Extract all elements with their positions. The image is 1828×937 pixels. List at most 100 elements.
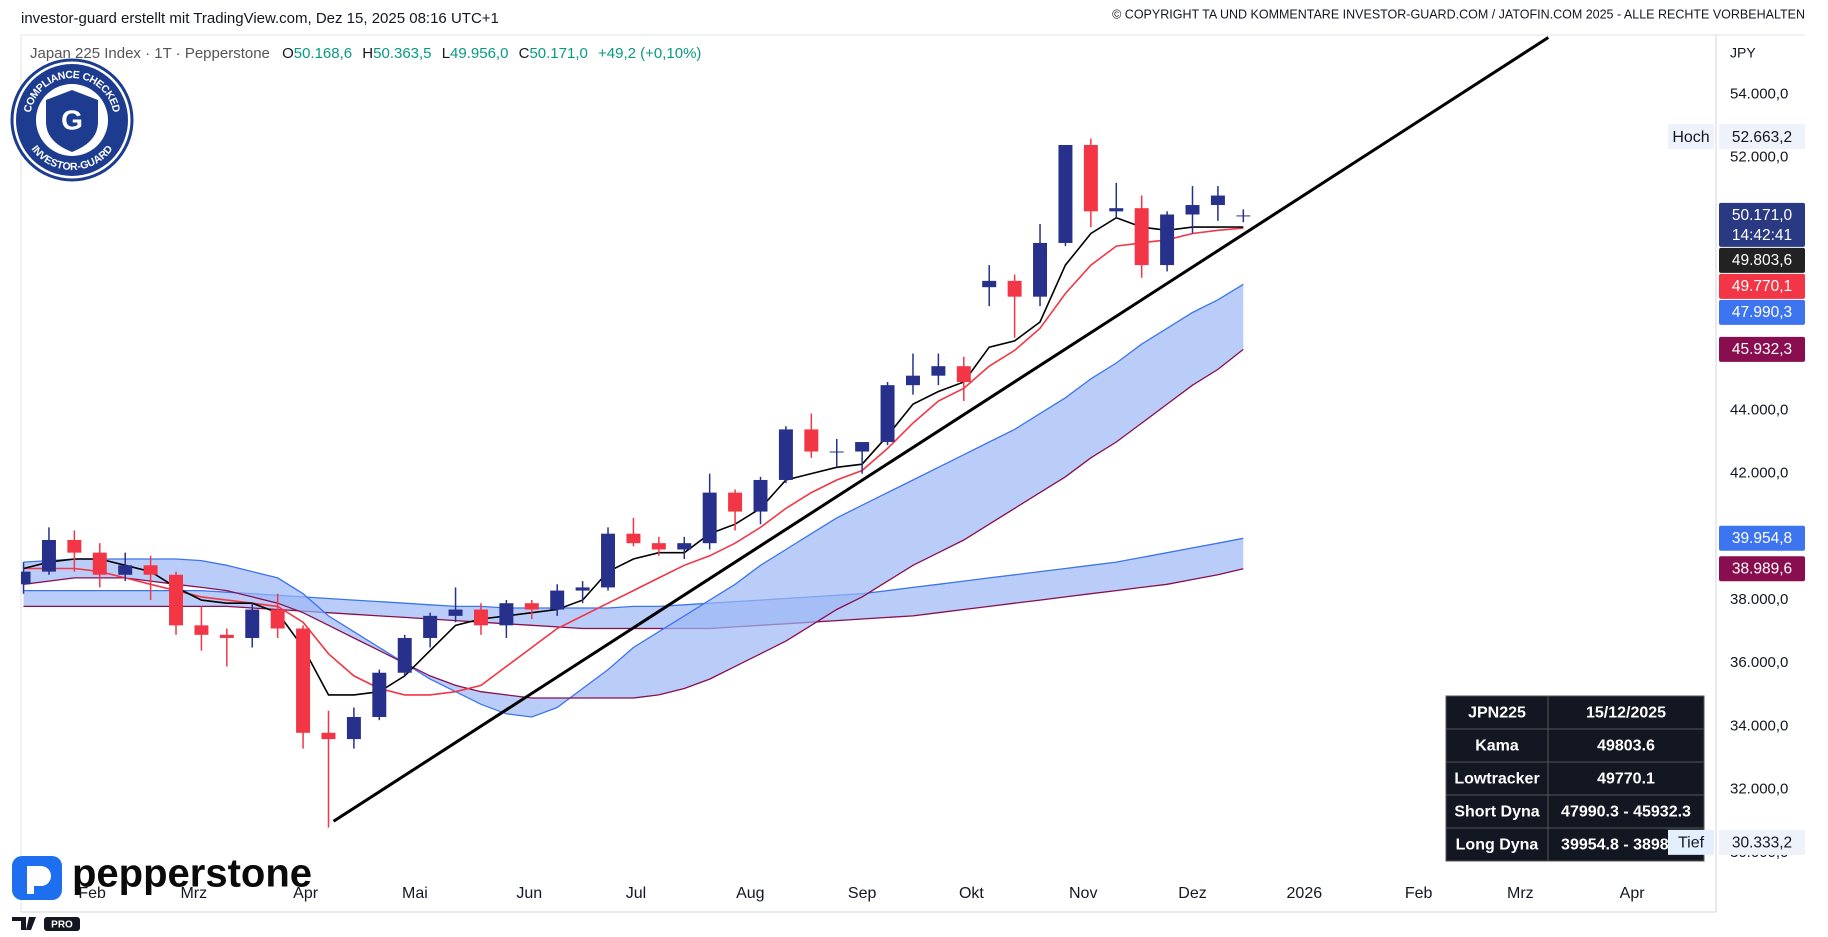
tv-pro: PRO <box>51 920 73 931</box>
ohlc-key: O <box>282 45 294 62</box>
y-tick-label: 42.000,0 <box>1730 465 1788 482</box>
table-text: 39954.8 - 38989.6 <box>1561 837 1691 854</box>
candle-body <box>245 609 260 638</box>
marker-label-box <box>1668 829 1714 855</box>
marker-label-box <box>1668 124 1714 150</box>
table-text: Kama <box>1475 738 1519 755</box>
x-tick-label: Mai <box>402 885 428 902</box>
broker-logo: pepperstone <box>12 852 312 900</box>
tv-glyph <box>12 917 36 930</box>
candle-body <box>1134 208 1149 266</box>
candle-body <box>651 543 666 550</box>
y-tick-label: 38.000,0 <box>1730 591 1788 608</box>
candle-body <box>92 552 107 575</box>
ohlc-value: 50.171,0 <box>529 45 587 62</box>
x-tick-label: Apr <box>1620 885 1646 902</box>
candle-body <box>601 533 616 588</box>
candle-body <box>524 603 539 610</box>
ohlc-key: L <box>442 45 450 62</box>
candle-body <box>702 492 717 544</box>
candle-body <box>956 366 971 382</box>
x-tick-label: Mrz <box>1507 885 1534 902</box>
candle-body <box>1033 242 1048 297</box>
candle-body <box>550 590 565 610</box>
x-tick-label: Jun <box>516 885 542 902</box>
band-fill <box>23 538 1244 629</box>
trendline <box>332 36 1550 823</box>
ohlc-key: H <box>362 45 373 62</box>
candle-body <box>931 366 946 376</box>
band-upper-line <box>23 537 1244 609</box>
marker-label: Tief <box>1678 835 1705 852</box>
candle-body <box>728 492 743 512</box>
currency: JPY <box>1730 45 1756 61</box>
y-tick-label: 36.000,0 <box>1730 654 1788 671</box>
badge-shield <box>46 90 98 152</box>
marker-label: Hoch <box>1672 129 1709 146</box>
candle-body <box>804 429 819 452</box>
candle-body <box>1007 280 1022 297</box>
candle-body <box>626 533 641 544</box>
y-tick-label: 34.000,0 <box>1730 717 1788 734</box>
copyright: © COPYRIGHT TA UND KOMMENTARE INVESTOR-G… <box>1112 7 1805 21</box>
table-text: 47990.3 - 45932.3 <box>1561 804 1691 821</box>
countdown: 14:42:41 <box>1732 227 1792 244</box>
table-text: Short Dyna <box>1454 804 1539 821</box>
x-tick-label: Dez <box>1178 885 1206 902</box>
candle-body <box>829 451 844 453</box>
candle-body <box>321 732 336 740</box>
candle-body <box>194 625 209 635</box>
x-tick-label: Jul <box>626 885 646 902</box>
price-tag-label: 45.932,3 <box>1732 341 1792 358</box>
candle-body <box>372 672 387 717</box>
x-tick-label: Okt <box>959 885 984 902</box>
candle-body <box>67 540 82 553</box>
x-tick-label: Feb <box>78 885 106 902</box>
price-tag-label: 49.803,6 <box>1732 252 1792 269</box>
x-tick-label: Nov <box>1069 885 1097 902</box>
broker-icon-glyph <box>27 866 51 894</box>
table-text: 49770.1 <box>1597 771 1655 788</box>
table-cell <box>1547 695 1705 730</box>
candle-body <box>1236 215 1251 217</box>
table-cell <box>1445 827 1549 862</box>
marker-value: 30.333,2 <box>1732 834 1792 851</box>
x-tick-label: Aug <box>736 885 764 902</box>
y-tick-label: 54.000,0 <box>1730 85 1788 102</box>
x-tick-label: Mrz <box>180 885 207 902</box>
candle-body <box>346 716 361 740</box>
x-tick-label: Feb <box>1405 885 1433 902</box>
compliance-badge: G COMPLIANCE CHECKED INVESTOR-GUARD <box>10 58 134 182</box>
price-tag <box>1719 556 1805 582</box>
table-cell <box>1547 728 1705 763</box>
price-tag-label: 39.954,8 <box>1732 530 1792 547</box>
candle-body <box>982 280 997 288</box>
candle-body <box>575 587 590 591</box>
y-tick-label: 32.000,0 <box>1730 781 1788 798</box>
broker-name: pepperstone <box>72 852 312 896</box>
marker-value-box <box>1719 124 1805 150</box>
table-text: JPN225 <box>1468 705 1526 722</box>
marker-value-box <box>1719 829 1805 855</box>
candle-body <box>855 442 870 452</box>
y-tick-label: 52.000,0 <box>1730 149 1788 166</box>
table-text: Long Dyna <box>1456 837 1539 854</box>
band-lower-line <box>23 348 1244 699</box>
candle-body <box>21 571 31 585</box>
symbol-legend: Japan 225 Index · 1T · Pepperstone O50.1… <box>30 45 701 62</box>
lowtracker-line <box>23 227 1244 696</box>
ohlc-value: 49.956,0 <box>450 45 508 62</box>
candle-body <box>1058 144 1073 243</box>
table-text: 49803.6 <box>1597 738 1655 755</box>
candle-body <box>169 574 184 626</box>
table-text: Lowtracker <box>1454 771 1539 788</box>
price-tag <box>1719 202 1805 247</box>
price-tag <box>1719 299 1805 325</box>
candle-body <box>880 385 895 443</box>
badge-letter: G <box>61 104 83 135</box>
ohlc-key: C <box>519 45 530 62</box>
candle-body <box>1210 195 1225 206</box>
table-cell <box>1445 695 1549 730</box>
x-tick-label: Apr <box>293 885 319 902</box>
